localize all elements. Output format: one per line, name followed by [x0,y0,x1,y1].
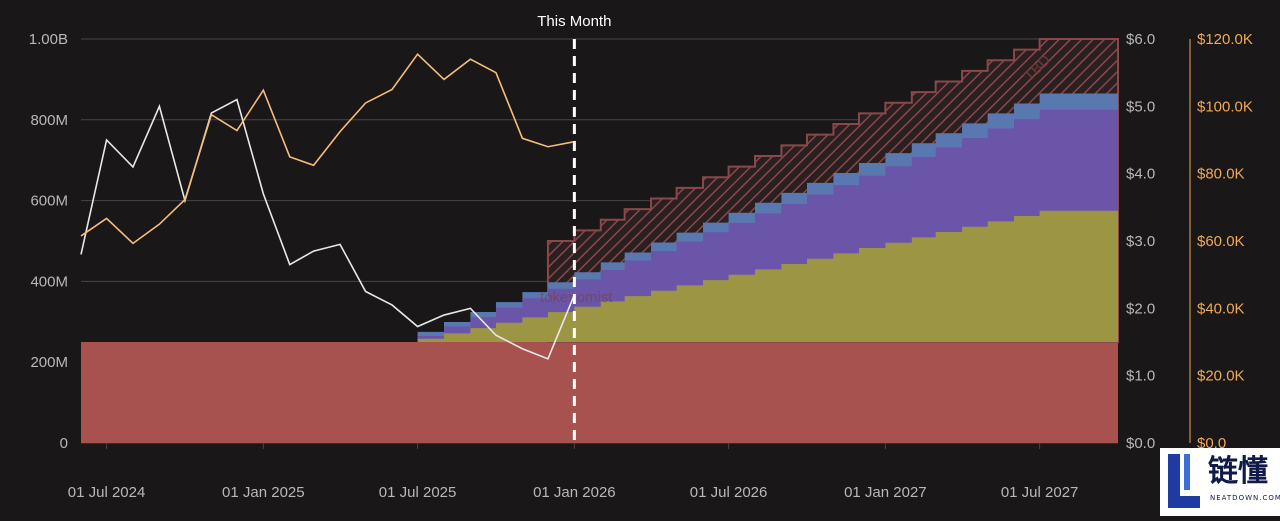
logo-l-icon [1168,454,1200,508]
price-axis-tick: $1.0 [1126,368,1155,385]
price-axis-tick: $0.0 [1126,435,1155,452]
x-axis-tick: 01 Jan 2025 [222,484,305,501]
area-yellow [417,210,1118,342]
x-axis-tick: 01 Jan 2027 [844,484,927,501]
price-axis-tick: $6.0 [1126,31,1155,48]
x-axis-tick: 01 Jul 2024 [68,484,146,501]
logo-subtext: NEATDOWN.COM [1210,494,1280,502]
mcap-axis-tick: $40.0K [1197,300,1245,317]
x-axis-tick: 01 Jan 2026 [533,484,616,501]
left-axis-tick: 1.00B [29,31,68,48]
mcap-axis-tick: $0.0 [1197,435,1226,452]
left-axis-tick: 600M [30,193,68,210]
price-axis-tick: $4.0 [1126,166,1155,183]
left-axis-tick: 400M [30,273,68,290]
price-line [80,98,576,360]
logo-text: 链懂 [1208,454,1268,489]
mcap-axis-tick: $60.0K [1197,233,1245,250]
left-axis-tick: 200M [30,354,68,371]
watermark: tokenomist [540,289,613,306]
price-axis-tick: $5.0 [1126,98,1155,115]
publisher-logo: 链懂 NEATDOWN.COM [1160,448,1280,516]
price-axis-tick: $2.0 [1126,300,1155,317]
x-axis-tick: 01 Jul 2027 [1001,484,1079,501]
price-axis-tick: $3.0 [1126,233,1155,250]
left-axis-tick: 0 [60,435,68,452]
this-month-label: This Month [537,13,611,30]
x-axis-tick: 01 Jul 2025 [379,484,457,501]
x-axis-tick: 01 Jul 2026 [690,484,768,501]
mcap-axis-tick: $100.0K [1197,98,1253,115]
area-base-allocation [81,342,1118,443]
mcap-axis-tick: $20.0K [1197,368,1245,385]
left-axis-tick: 800M [30,112,68,129]
mcap-line [80,52,575,245]
mcap-axis-tick: $120.0K [1197,31,1253,48]
mcap-axis-tick: $80.0K [1197,166,1245,183]
